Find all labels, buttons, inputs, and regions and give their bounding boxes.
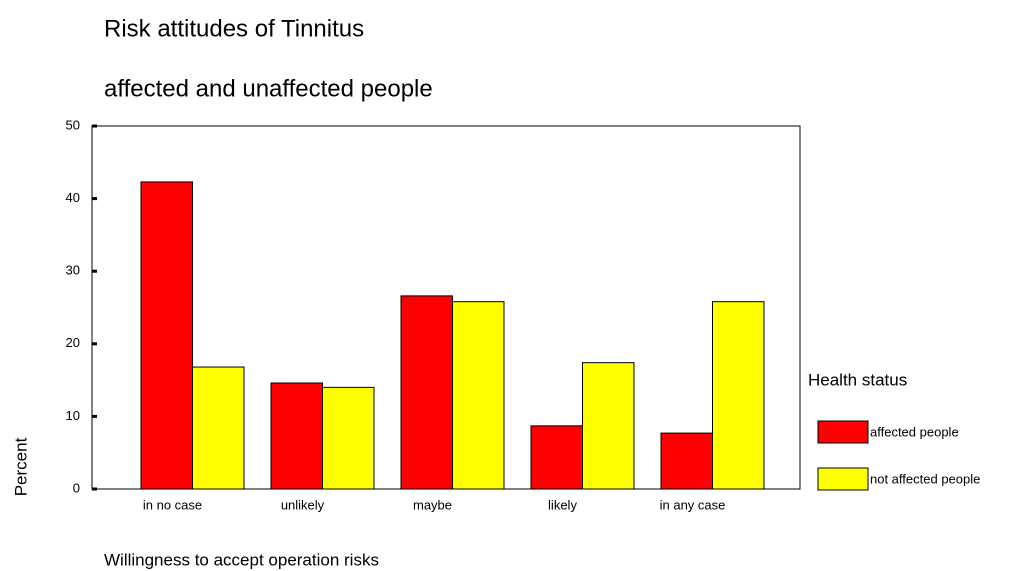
bar [322, 386, 375, 490]
y-tick-label: 0 [73, 480, 80, 495]
x-tick-label: unlikely [281, 497, 325, 512]
y-axis-label: Percent [11, 437, 30, 496]
x-tick-label: likely [548, 497, 577, 512]
bar [712, 301, 765, 490]
x-tick-label: in any case [660, 497, 726, 512]
bar [140, 181, 193, 490]
y-tick-label: 20 [66, 335, 80, 350]
bar [452, 301, 505, 490]
bar [270, 382, 323, 490]
chart-title: Risk attitudes of Tinnitus [104, 15, 364, 42]
legend-label: not affected people [870, 471, 980, 486]
bar [660, 432, 713, 490]
x-axis-label: Willingness to accept operation risks [104, 550, 379, 569]
legend-swatch [817, 467, 869, 491]
bar [400, 295, 453, 490]
x-tick-label: in no case [143, 497, 202, 512]
bar [582, 362, 635, 490]
y-tick-label: 30 [66, 263, 80, 278]
y-tick-label: 50 [66, 117, 80, 132]
chart-subtitle: affected and unaffected people [104, 75, 433, 102]
y-tick-label: 10 [66, 408, 80, 423]
bar [192, 366, 245, 490]
legend-swatch [817, 420, 869, 444]
x-tick-label: maybe [413, 497, 452, 512]
bar [530, 425, 583, 490]
y-tick-label: 40 [66, 190, 80, 205]
legend-label: affected people [870, 424, 959, 439]
legend-title: Health status [808, 370, 907, 389]
